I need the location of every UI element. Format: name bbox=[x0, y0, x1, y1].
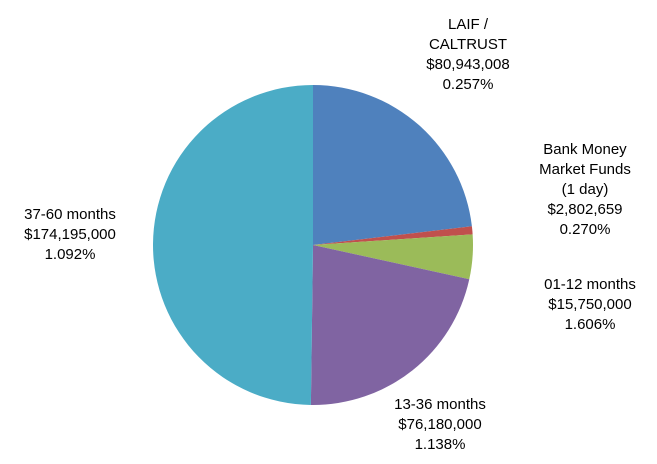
yield-label: 0.270% bbox=[559, 221, 611, 238]
pie-slice bbox=[152, 85, 313, 405]
value-label: $76,180,000 bbox=[398, 416, 482, 433]
category-label: Bank Money Market Funds (1 day) bbox=[539, 141, 631, 198]
value-label: $2,802,659 bbox=[547, 201, 623, 218]
slice-label: 37-60 months $174,195,000 1.092% bbox=[10, 205, 130, 265]
category-label: 37-60 months bbox=[24, 206, 116, 223]
yield-label: 1.606% bbox=[564, 316, 616, 333]
value-label: $174,195,000 bbox=[24, 226, 116, 243]
slice-label: LAIF / CALTRUST $80,943,008 0.257% bbox=[413, 15, 523, 95]
value-label: $15,750,000 bbox=[548, 296, 632, 313]
category-label: 01-12 months bbox=[544, 276, 636, 293]
yield-label: 0.257% bbox=[442, 76, 494, 93]
slice-label: Bank Money Market Funds (1 day) $2,802,65… bbox=[535, 140, 635, 240]
slice-label: 01-12 months $15,750,000 1.606% bbox=[535, 275, 645, 335]
slice-label: 13-36 months $76,180,000 1.138% bbox=[380, 395, 500, 455]
yield-label: 1.138% bbox=[414, 436, 466, 453]
category-label: LAIF / CALTRUST bbox=[428, 16, 508, 53]
value-label: $80,943,008 bbox=[426, 56, 510, 73]
pie-slice bbox=[313, 234, 474, 280]
yield-label: 1.092% bbox=[44, 246, 96, 263]
pie-slice bbox=[313, 85, 472, 245]
pie-slice bbox=[313, 226, 473, 245]
category-label: 13-36 months bbox=[394, 396, 486, 413]
pie-slice bbox=[310, 245, 470, 406]
